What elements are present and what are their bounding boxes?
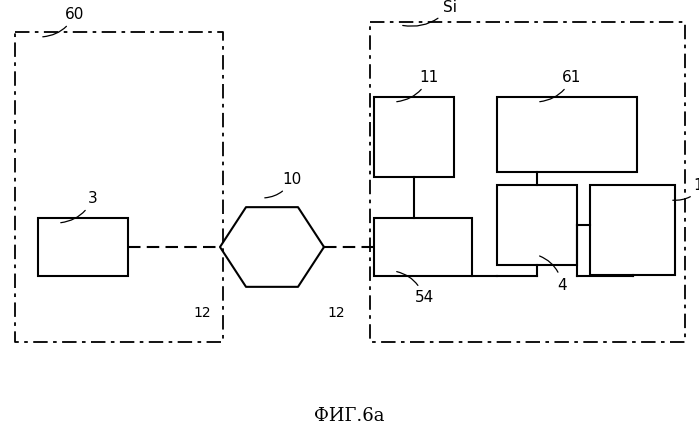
Text: 12: 12 <box>193 306 211 320</box>
Bar <box>497 97 637 172</box>
Text: 11: 11 <box>397 70 439 102</box>
Text: 13: 13 <box>672 178 699 200</box>
Text: 4: 4 <box>540 256 567 293</box>
Bar <box>590 185 675 275</box>
Text: 60: 60 <box>43 7 85 37</box>
Text: 61: 61 <box>540 70 582 102</box>
Text: Si: Si <box>403 0 457 26</box>
Text: 10: 10 <box>265 171 302 198</box>
Text: ФИГ.6а: ФИГ.6а <box>315 407 384 425</box>
Text: 3: 3 <box>61 190 98 223</box>
Bar <box>38 218 128 276</box>
Bar <box>374 97 454 177</box>
Text: 12: 12 <box>327 306 345 320</box>
Bar <box>497 185 577 265</box>
Bar <box>374 218 472 276</box>
Text: 54: 54 <box>397 272 433 305</box>
